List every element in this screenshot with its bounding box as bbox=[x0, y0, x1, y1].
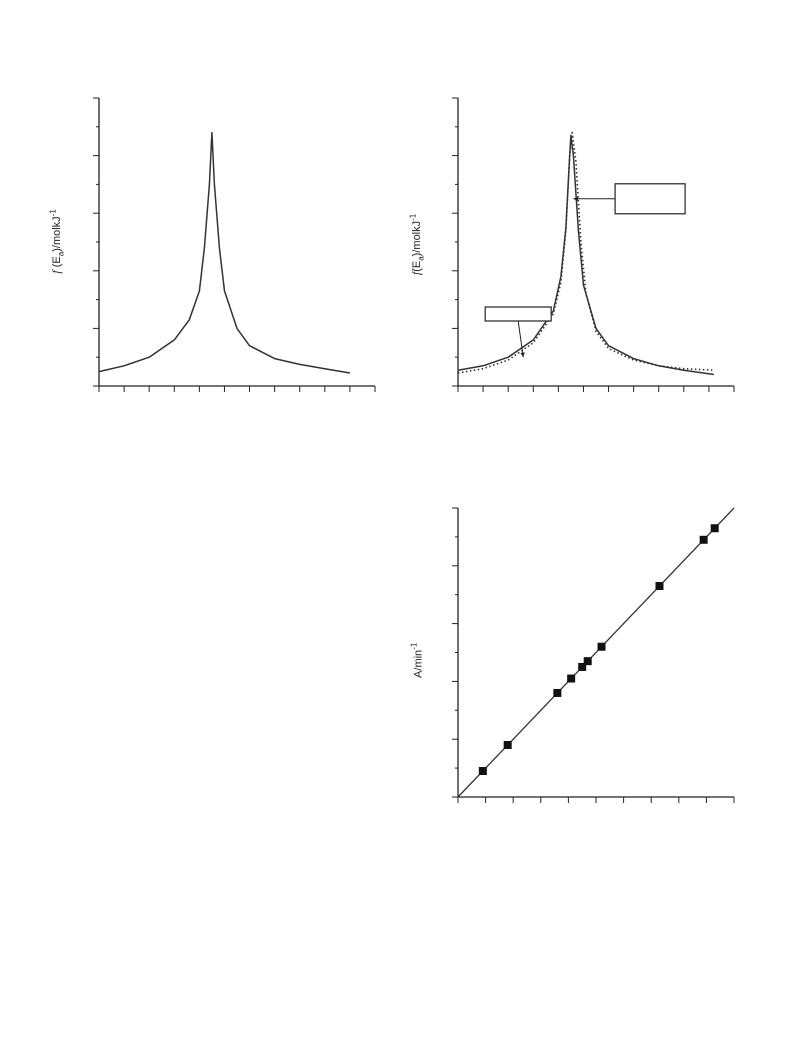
data-point bbox=[553, 688, 562, 697]
y-axis-label-top-right: f(Ea)/molkJ-1 bbox=[409, 199, 426, 289]
y-label-close: )/molkJ bbox=[411, 220, 424, 257]
annotation-arrow bbox=[517, 320, 524, 358]
annotation-box bbox=[484, 306, 552, 322]
data-point bbox=[578, 662, 587, 671]
series-line-solid bbox=[98, 131, 351, 374]
series-line-solid bbox=[457, 134, 715, 376]
chart-top-left bbox=[93, 97, 376, 392]
chart-bottom-right bbox=[452, 507, 735, 803]
data-point bbox=[567, 674, 576, 683]
y-axis-label-bottom-right: A/min-1 bbox=[410, 630, 425, 690]
annotation-arrowhead bbox=[520, 352, 525, 358]
annotation-box bbox=[614, 183, 686, 215]
y-label-close: )/molkJ bbox=[51, 216, 64, 252]
annotation-arrowhead bbox=[573, 196, 578, 201]
y-label-sup: -1 bbox=[409, 642, 419, 650]
chart-top-right bbox=[452, 97, 735, 392]
data-point bbox=[583, 657, 592, 666]
data-point bbox=[503, 740, 512, 749]
y-label-open: (E bbox=[51, 256, 64, 271]
data-point bbox=[710, 524, 719, 533]
data-point bbox=[597, 642, 606, 651]
y-label-italic: f bbox=[409, 271, 424, 276]
data-point bbox=[655, 582, 664, 591]
y-axis-label-top-left: f (Ea)/molkJ-1 bbox=[49, 196, 66, 286]
data-point bbox=[478, 766, 487, 775]
trend-line bbox=[457, 507, 735, 798]
y-label-sup: -1 bbox=[48, 209, 58, 217]
y-label-open: (E bbox=[411, 260, 424, 272]
y-label-open: A/min bbox=[412, 649, 425, 678]
y-label-sub: a bbox=[416, 256, 426, 261]
y-label-sup: -1 bbox=[408, 213, 418, 221]
data-point bbox=[699, 535, 708, 544]
series-line-dotted bbox=[457, 131, 714, 374]
y-label-italic: f bbox=[49, 270, 64, 274]
y-label-sub: a bbox=[56, 251, 66, 257]
